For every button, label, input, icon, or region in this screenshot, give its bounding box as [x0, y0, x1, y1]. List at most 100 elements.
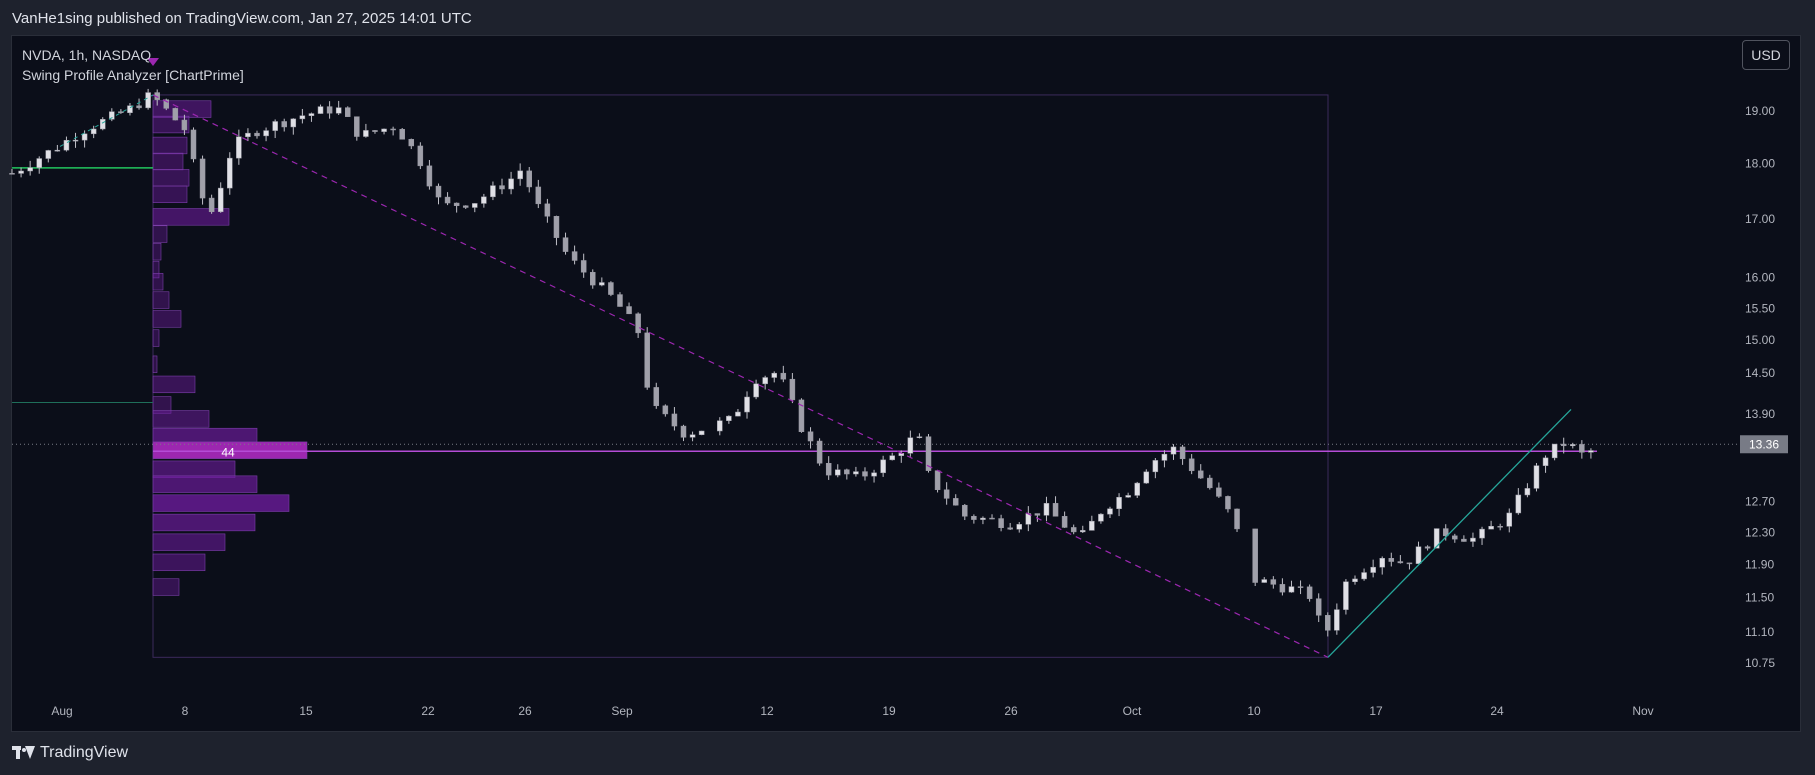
candle-body [236, 136, 242, 159]
candle-body [417, 145, 424, 167]
candle-body [1179, 446, 1186, 460]
candle-body [27, 167, 33, 172]
candle-body [862, 471, 868, 477]
candle-body [1424, 546, 1431, 549]
price-tick-label: 11.90 [1745, 557, 1774, 571]
candle-body [136, 105, 142, 109]
candle-body [1034, 513, 1041, 516]
candle-body [1406, 562, 1413, 565]
time-tick-label: Nov [1632, 704, 1653, 718]
top-bar: VanHe1sing published on TradingView.com,… [0, 0, 1815, 36]
uptrend-line [1327, 408, 1572, 658]
candle-body [1306, 586, 1313, 599]
volume-profile-bar [152, 578, 180, 596]
candle-body [871, 472, 877, 477]
volume-profile-bar [152, 273, 164, 291]
candle-body [1488, 525, 1494, 530]
candle-body [571, 251, 578, 261]
candle-body [1325, 615, 1331, 631]
candle-body [962, 504, 968, 517]
candle-body [844, 469, 850, 475]
candle-body [744, 396, 750, 413]
candle-body [72, 139, 79, 142]
volume-profile-bar [152, 136, 188, 155]
volume-profile-bar [152, 115, 190, 134]
candle-body [372, 130, 378, 132]
currency-button[interactable]: USD [1742, 40, 1790, 70]
candle-body [1506, 512, 1513, 527]
chart-legend: NVDA, 1h, NASDAQ Swing Profile Analyzer … [22, 45, 244, 85]
candle-body [109, 111, 115, 120]
candle-body [1016, 524, 1022, 530]
poc-volume-label: 44 [221, 445, 235, 459]
tradingview-logo[interactable]: TradingView [12, 744, 128, 762]
candle-body [599, 282, 605, 286]
price-tick-label: 13.90 [1745, 407, 1775, 421]
candle-body [1061, 516, 1068, 528]
chart-area[interactable] [11, 35, 1801, 732]
candle-body [81, 133, 88, 141]
candle-body [1089, 520, 1095, 531]
time-tick-label: 17 [1369, 704, 1383, 718]
candle-body [517, 170, 523, 180]
candle-body [435, 185, 442, 198]
candle-body [535, 186, 542, 205]
candle-body [1043, 503, 1050, 516]
candle-body [816, 440, 823, 464]
time-tick-label: 8 [182, 704, 189, 718]
candle-body [1579, 444, 1585, 453]
volume-profile-bar [152, 533, 226, 551]
candle-body [1361, 572, 1367, 580]
candle-body [753, 383, 759, 398]
indicator-title[interactable]: Swing Profile Analyzer [ChartPrime] [22, 67, 244, 83]
candle-body [1252, 528, 1258, 583]
time-tick-label: Sep [611, 704, 633, 718]
candle-body [889, 455, 895, 461]
candle-body [1515, 494, 1522, 514]
candle-body [127, 105, 133, 113]
candle-body [1216, 487, 1222, 497]
candle-body [490, 185, 496, 198]
volume-profile-bar [152, 375, 196, 394]
candle-body [399, 129, 405, 140]
candle-body [1370, 566, 1376, 573]
candle-body [1297, 586, 1304, 588]
volume-profile-bar [152, 410, 210, 428]
time-tick-label: 24 [1490, 704, 1504, 718]
candle-body [644, 332, 650, 388]
bottom-bar [0, 735, 1815, 775]
candle-body [907, 437, 914, 454]
candle-body [853, 471, 859, 475]
symbol-title[interactable]: NVDA, 1h, NASDAQ [22, 47, 152, 63]
published-text: VanHe1sing published on TradingView.com,… [12, 10, 472, 27]
tradingview-logo-icon [12, 746, 35, 760]
candle-body [499, 185, 505, 190]
candle-body [163, 99, 170, 109]
price-tick-label: 19.00 [1745, 104, 1775, 118]
candle-body [1107, 508, 1113, 515]
price-tick-label: 12.70 [1745, 494, 1775, 508]
time-tick-label: Aug [51, 704, 72, 718]
candle-body [590, 271, 596, 286]
candle-body [217, 187, 224, 213]
candle-body [208, 197, 215, 213]
candle-body [1461, 538, 1467, 542]
candle-body [1415, 546, 1422, 564]
candle-body [1207, 477, 1213, 489]
candle-body [1334, 609, 1340, 631]
candle-body [1152, 460, 1159, 473]
candle-body [689, 434, 696, 438]
volume-profile-bar [152, 513, 256, 532]
candle-body [698, 430, 705, 435]
candle-body [272, 121, 278, 131]
candle-body [1070, 527, 1077, 533]
candle-body [1524, 488, 1531, 496]
candle-body [544, 203, 551, 217]
candle-body [943, 489, 950, 499]
candle-body [1479, 528, 1485, 539]
candle-body [1098, 513, 1104, 522]
candle-body [771, 372, 777, 378]
candle-body [726, 415, 732, 421]
time-tick-label: 10 [1247, 704, 1261, 718]
